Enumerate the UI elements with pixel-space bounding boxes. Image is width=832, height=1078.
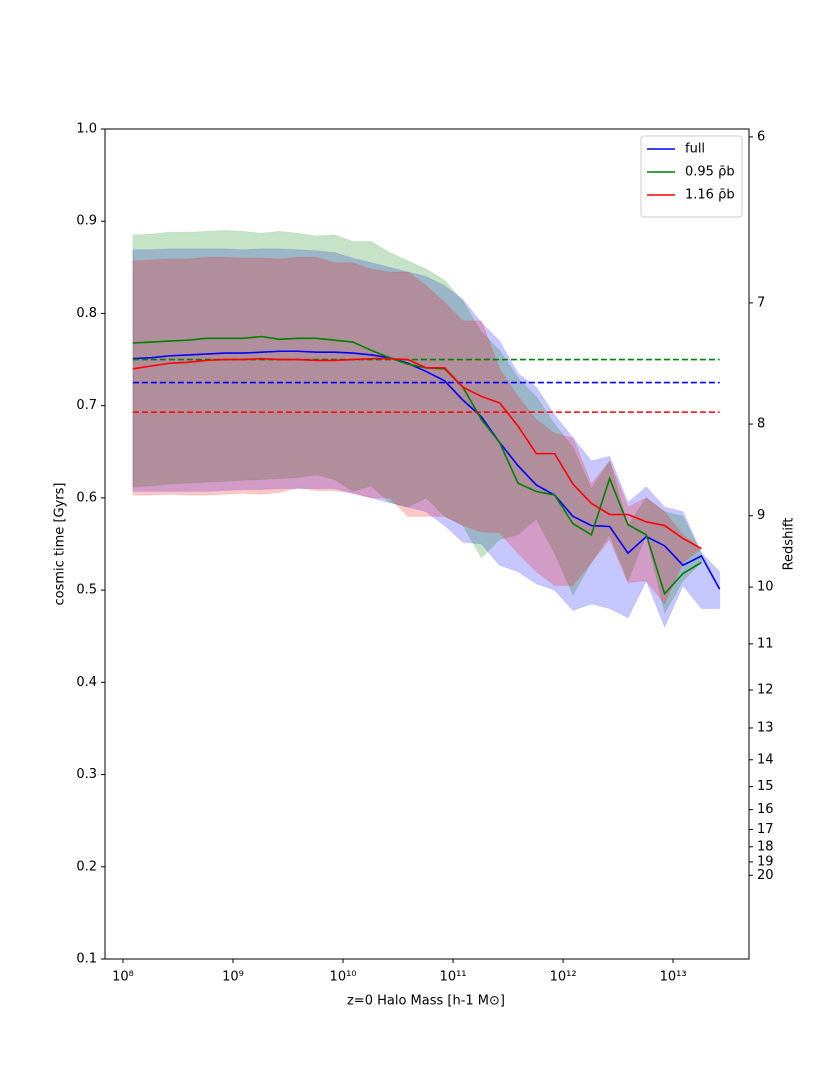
y2-tick-label: 7 bbox=[757, 295, 765, 310]
range-band bbox=[132, 248, 721, 629]
y2-tick-label: 8 bbox=[757, 417, 765, 432]
y2-tick-label: 18 bbox=[757, 839, 774, 854]
y2-tick-label: 9 bbox=[757, 508, 765, 523]
bands bbox=[132, 229, 721, 629]
y2-tick-label: 20 bbox=[757, 868, 774, 883]
y2-tick-label: 12 bbox=[757, 682, 774, 697]
y-tick-label: 0.6 bbox=[76, 490, 97, 505]
x-tick-label: 10¹³ bbox=[660, 970, 687, 985]
y-tick-label: 0.2 bbox=[76, 859, 97, 874]
y-tick-label: 0.9 bbox=[76, 214, 97, 229]
y2-tick-label: 6 bbox=[757, 129, 765, 144]
x-tick-label: 10¹⁰ bbox=[330, 970, 357, 985]
legend: full 0.95 ρ̄b 1.16 ρ̄b bbox=[640, 135, 743, 218]
legend-label: 1.16 ρ̄b bbox=[685, 188, 735, 203]
x-tick-label: 10¹² bbox=[550, 970, 577, 985]
y-tick-label: 0.5 bbox=[76, 583, 97, 598]
x-tick-label: 10⁸ bbox=[112, 970, 134, 985]
y-tick-label: 0.8 bbox=[76, 306, 97, 321]
series-line bbox=[132, 335, 702, 596]
y-tick-label: 0.3 bbox=[76, 767, 97, 782]
series-line bbox=[132, 350, 721, 590]
y-tick-label: 0.7 bbox=[76, 398, 97, 413]
y2-tick-label: 14 bbox=[757, 752, 774, 767]
y2-tick-label: 15 bbox=[757, 779, 774, 794]
y2-tick-label: 17 bbox=[757, 822, 774, 837]
y-tick-label: 0.4 bbox=[76, 675, 97, 690]
y2-tick-label: 10 bbox=[757, 580, 774, 595]
y2-tick-label: 19 bbox=[757, 854, 774, 869]
y-tick-label: 0.1 bbox=[76, 952, 97, 967]
legend-label: full bbox=[685, 142, 705, 157]
legend-label: 0.95 ρ̄b bbox=[685, 165, 735, 180]
legend-box bbox=[640, 135, 743, 218]
y2-tick-label: 11 bbox=[757, 636, 774, 651]
range-band bbox=[132, 256, 703, 605]
y2-axis-label: Redshift bbox=[782, 518, 797, 571]
x-tick-label: 10⁹ bbox=[222, 970, 244, 985]
y-tick-label: 1.0 bbox=[76, 122, 97, 137]
y2-tick-label: 16 bbox=[757, 802, 774, 817]
y-axis-label: cosmic time [Gyrs] bbox=[53, 483, 68, 606]
x-tick-label: 10¹¹ bbox=[440, 970, 467, 985]
x-axis-label: z=0 Halo Mass [h-1 M⊙] bbox=[347, 994, 505, 1009]
y2-tick-label: 13 bbox=[757, 720, 774, 735]
series-line bbox=[132, 357, 702, 550]
plot-frame bbox=[104, 128, 750, 960]
lines bbox=[132, 335, 721, 596]
